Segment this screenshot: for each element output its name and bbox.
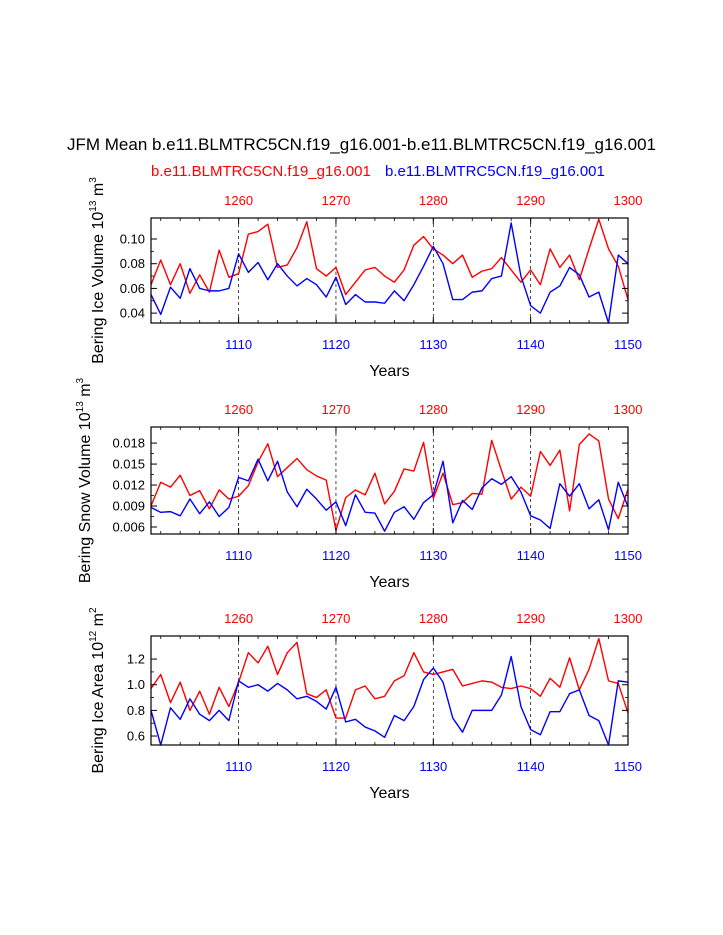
y-axis-title-part: m [77, 383, 94, 401]
plot-frame [150, 635, 629, 746]
x-tick-label-bottom: 1150 [614, 548, 642, 563]
x-tick-label-bottom: 1110 [225, 759, 252, 774]
x-tick-label-bottom: 1120 [322, 759, 350, 774]
legend-blue-label: b.e11.BLMTRC5CN.f19_g16.001 [385, 163, 605, 180]
x-tick-label-bottom: 1150 [614, 759, 642, 774]
y-axis-title-exponent: 12 [88, 630, 99, 642]
panel-3: 0.6 0.8 1.0 1.2 1110 1120 1130 1140 1150 1260 1270… [88, 607, 642, 802]
panel-1: 0.04 0.06 0.08 0.10 1110 1120 1130 1140 1150 1260… [88, 177, 642, 380]
y-tick-label: 1.2 [127, 652, 145, 667]
x-tick-label-top: 1300 [614, 402, 643, 417]
y-tick-label: 0.009 [112, 499, 145, 514]
y-axis-title-part: m [90, 183, 107, 201]
x-tick-label-bottom: 1150 [614, 337, 642, 352]
y-axis-title-part: Bering Ice Volume 10 [90, 212, 107, 364]
x-tick-label-bottom: 1140 [517, 548, 545, 563]
y-tick-label: 0.08 [120, 256, 145, 271]
series-line-red [150, 218, 629, 300]
y-tick-label: 0.8 [127, 703, 145, 718]
series-line-blue [150, 222, 629, 324]
x-tick-label-top: 1280 [419, 193, 448, 208]
x-tick-label-top: 1290 [516, 193, 545, 208]
x-tick-label-top: 1290 [516, 611, 545, 626]
x-tick-label-bottom: 1130 [419, 759, 447, 774]
y-axis-title-part: Bering Snow Volume 10 [77, 412, 94, 583]
y-axis-title-exponent: 13 [75, 401, 86, 413]
y-tick-label: 0.6 [127, 729, 145, 744]
x-tick-label-top: 1290 [516, 402, 545, 417]
y-axis-title-exponent: 3 [88, 177, 99, 183]
y-tick-label: 0.015 [112, 457, 145, 472]
x-tick-label-bottom: 1110 [225, 548, 252, 563]
x-tick-label-top: 1280 [419, 611, 448, 626]
y-tick-label: 0.018 [112, 436, 145, 451]
x-tick-label-bottom: 1120 [322, 337, 350, 352]
chart-title: JFM Mean b.e11.BLMTRC5CN.f19_g16.001-b.e… [66, 135, 656, 154]
y-tick-label: 0.012 [112, 478, 145, 493]
series-line-blue [150, 458, 629, 532]
y-tick-label: 0.06 [120, 281, 145, 296]
y-axis-title-exponent: 3 [75, 377, 86, 383]
x-axis-title: Years [369, 574, 409, 591]
series-line-blue [150, 655, 629, 746]
x-tick-label-top: 1260 [224, 402, 253, 417]
x-tick-label-top: 1270 [321, 611, 350, 626]
y-tick-label: 0.04 [120, 306, 145, 321]
legend-red-label: b.e11.BLMTRC5CN.f19_g16.001 [151, 163, 371, 180]
y-axis-title-exponent: 2 [88, 607, 99, 613]
x-tick-label-bottom: 1140 [517, 337, 545, 352]
x-axis-title: Years [369, 785, 409, 802]
x-tick-label-bottom: 1130 [419, 337, 447, 352]
x-tick-label-bottom: 1130 [419, 548, 447, 563]
x-tick-label-top: 1260 [224, 193, 253, 208]
x-tick-label-top: 1300 [614, 611, 643, 626]
y-tick-label: 0.10 [120, 232, 145, 247]
y-axis-title-exponent: 13 [88, 200, 99, 212]
y-tick-label: 1.0 [127, 677, 145, 692]
x-tick-label-top: 1270 [321, 402, 350, 417]
plot-frame [150, 217, 629, 324]
series-line-red [150, 433, 629, 532]
y-axis-title-part: m [90, 613, 107, 631]
plot-frame [150, 426, 629, 535]
y-axis-title-part: Bering Ice Area 10 [90, 642, 107, 774]
x-tick-label-top: 1280 [419, 402, 448, 417]
x-axis-title: Years [369, 363, 409, 380]
x-tick-label-bottom: 1140 [517, 759, 545, 774]
y-tick-label: 0.006 [112, 520, 145, 535]
y-axis-title: Bering Ice Area 1012 m2 [88, 607, 107, 774]
x-tick-label-bottom: 1120 [322, 548, 350, 563]
x-tick-label-top: 1270 [321, 193, 350, 208]
x-tick-label-bottom: 1110 [225, 337, 252, 352]
y-axis-title: Bering Snow Volume 1013 m3 [75, 377, 94, 583]
x-tick-label-top: 1260 [224, 611, 253, 626]
x-tick-label-top: 1300 [614, 193, 643, 208]
panel-2: 0.006 0.009 0.012 0.015 0.018 1110 1120 1130 114… [75, 377, 642, 591]
y-axis-title: Bering Ice Volume 1013 m3 [88, 177, 107, 364]
series-line-red [150, 637, 629, 719]
